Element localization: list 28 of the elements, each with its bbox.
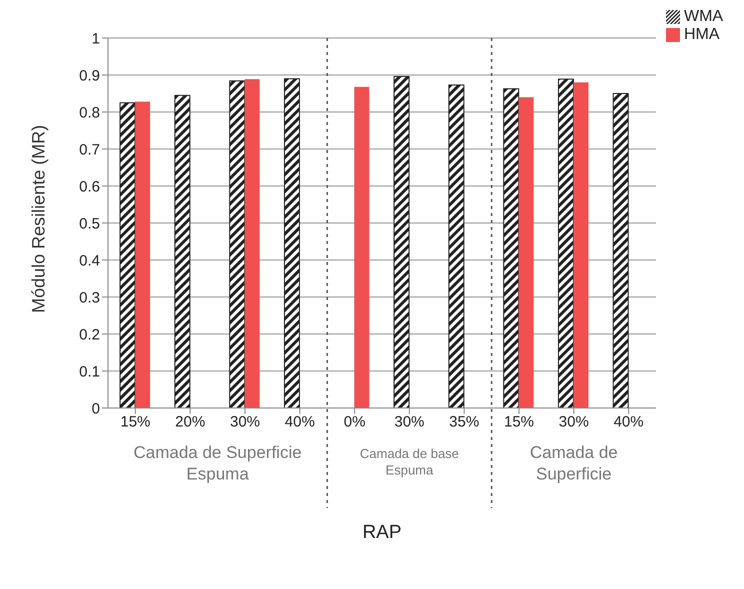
y-tick-label: 0.1 xyxy=(79,363,100,380)
y-tick-label: 0 xyxy=(92,400,100,418)
text: Camada de base Espuma xyxy=(360,446,459,478)
y-tick-label: 0.4 xyxy=(79,252,100,270)
y-tick-label: 0.2 xyxy=(79,326,100,344)
y-tick-label: 0.9 xyxy=(79,67,100,84)
y-axis-title: Módulo Resiliente (MR) xyxy=(28,124,48,313)
x-tick-label: 30% xyxy=(230,414,260,431)
y-tick-label: 1 xyxy=(92,30,100,48)
x-tick-label: 30% xyxy=(394,414,424,431)
y-tick-label: 0.7 xyxy=(79,141,100,158)
y-tick-label: 0.5 xyxy=(79,215,100,232)
y-tick-label: 0.8 xyxy=(79,104,100,122)
x-tick-label: 15% xyxy=(504,414,534,431)
legend-label: HMA xyxy=(684,26,720,43)
x-axis-title: RAP xyxy=(362,522,402,543)
x-tick-label: 20% xyxy=(175,414,206,431)
x-tick-label: 40% xyxy=(614,414,644,431)
text: Camada de Superficie xyxy=(530,443,618,484)
legend-label: WMA xyxy=(684,8,724,25)
x-tick-label: 40% xyxy=(284,414,315,431)
y-tick-label: 0.3 xyxy=(79,289,100,306)
x-tick-label: 30% xyxy=(558,414,589,431)
x-tick-label: 0% xyxy=(344,414,366,431)
text: Camada de Superficie Espuma xyxy=(133,443,302,484)
x-tick-label: 35% xyxy=(449,414,480,431)
y-tick-label: 0.6 xyxy=(79,178,100,196)
x-tick-label: 15% xyxy=(120,414,150,431)
